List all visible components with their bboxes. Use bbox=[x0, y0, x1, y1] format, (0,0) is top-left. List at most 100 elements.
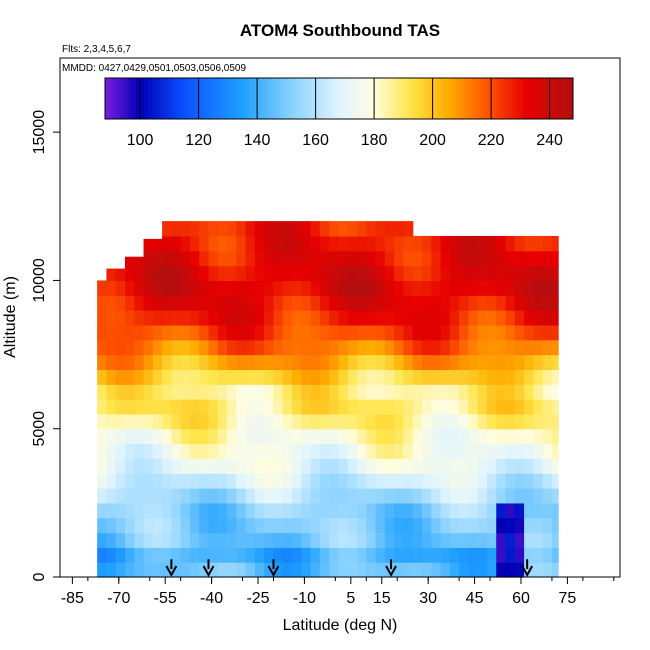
heatmap-cell bbox=[551, 235, 559, 252]
heatmap-cell bbox=[542, 295, 553, 311]
heatmap-cell bbox=[319, 310, 330, 326]
heatmap-cell bbox=[292, 310, 302, 326]
heatmap-cell bbox=[338, 369, 349, 385]
heatmap-cell bbox=[375, 280, 386, 296]
heatmap-cell bbox=[505, 473, 516, 489]
colorbar-segment bbox=[214, 78, 219, 119]
heatmap-cell bbox=[551, 250, 559, 267]
heatmap-cell bbox=[301, 502, 312, 519]
heatmap-cell bbox=[301, 517, 312, 534]
heatmap-cell bbox=[375, 235, 386, 252]
heatmap-cell bbox=[217, 547, 228, 563]
heatmap-cell bbox=[199, 250, 210, 267]
heatmap-cell bbox=[431, 458, 442, 474]
heatmap-cell bbox=[468, 250, 479, 267]
colorbar-segment bbox=[311, 78, 317, 119]
heatmap-cell bbox=[264, 310, 275, 326]
colorbar-segment bbox=[479, 78, 484, 119]
heatmap-cell bbox=[551, 443, 559, 459]
heatmap-cell bbox=[97, 502, 108, 519]
heatmap-cell bbox=[421, 562, 432, 578]
heatmap-cell bbox=[375, 547, 386, 563]
heatmap-cell bbox=[394, 354, 405, 370]
heatmap-cell bbox=[357, 250, 367, 267]
heatmap-cell bbox=[366, 265, 377, 282]
heatmap-cell bbox=[551, 428, 559, 445]
heatmap-cell bbox=[273, 458, 284, 474]
heatmap-cell bbox=[542, 280, 553, 296]
heatmap-cell bbox=[394, 250, 405, 267]
heatmap-cell bbox=[421, 384, 432, 400]
heatmap-cell bbox=[514, 310, 525, 326]
heatmap-cell bbox=[227, 532, 237, 548]
colorbar-segment bbox=[272, 78, 278, 119]
heatmap-cell bbox=[412, 517, 423, 534]
heatmap-cell bbox=[384, 324, 395, 341]
heatmap-cell bbox=[440, 310, 451, 326]
colorbar-segment bbox=[436, 78, 441, 119]
heatmap-cell bbox=[124, 339, 135, 356]
heatmap-cell bbox=[143, 532, 154, 548]
heatmap-cell bbox=[412, 443, 423, 459]
heatmap-cell bbox=[124, 473, 135, 489]
heatmap-cell bbox=[134, 295, 145, 311]
heatmap-cell bbox=[282, 488, 293, 504]
heatmap-cell bbox=[384, 562, 395, 578]
colorbar-segment bbox=[284, 78, 289, 119]
heatmap-cell bbox=[180, 532, 191, 548]
heatmap-cell bbox=[431, 339, 442, 356]
heatmap-cell bbox=[292, 221, 302, 237]
heatmap-cell bbox=[115, 562, 126, 578]
heatmap-cell bbox=[282, 428, 293, 445]
heatmap-cell bbox=[171, 354, 182, 370]
heatmap-cell bbox=[496, 265, 507, 282]
heatmap-cell bbox=[208, 339, 219, 356]
heatmap-cell bbox=[524, 280, 534, 296]
heatmap-cell bbox=[254, 399, 265, 415]
colorbar-segment bbox=[381, 78, 387, 119]
heatmap-cell bbox=[273, 428, 284, 445]
heatmap-cell bbox=[171, 473, 182, 489]
heatmap-cell bbox=[440, 443, 451, 459]
colorbar-segment bbox=[452, 78, 457, 119]
heatmap-cell bbox=[533, 443, 544, 459]
heatmap-cell bbox=[319, 413, 330, 430]
heatmap-cell bbox=[282, 280, 293, 296]
heatmap-cell bbox=[264, 221, 275, 237]
heatmap-cell bbox=[403, 443, 414, 459]
heatmap-cell bbox=[431, 413, 442, 430]
heatmap-cell bbox=[143, 280, 154, 296]
heatmap-cell bbox=[217, 413, 228, 430]
heatmap-cell bbox=[412, 310, 423, 326]
heatmap-cell bbox=[189, 265, 200, 282]
heatmap-cell bbox=[199, 547, 210, 563]
heatmap-cell bbox=[162, 384, 172, 400]
heatmap-cell bbox=[162, 413, 172, 430]
heatmap-cell bbox=[245, 532, 256, 548]
heatmap-cell bbox=[459, 399, 469, 415]
heatmap-cell bbox=[329, 399, 340, 415]
heatmap-cell bbox=[264, 473, 275, 489]
heatmap-cell bbox=[459, 488, 469, 504]
heatmap-cell bbox=[227, 324, 237, 341]
heatmap-cell bbox=[97, 428, 108, 445]
heatmap-cell bbox=[524, 339, 534, 356]
heatmap-cell bbox=[264, 413, 275, 430]
heatmap-cell bbox=[301, 280, 312, 296]
heatmap-cell bbox=[329, 369, 340, 385]
colorbar-segment bbox=[506, 78, 512, 119]
heatmap-cell bbox=[366, 369, 377, 385]
heatmap-cell bbox=[486, 502, 497, 519]
colorbar-segment bbox=[456, 78, 461, 119]
heatmap-cell bbox=[115, 547, 126, 563]
heatmap-cell bbox=[375, 265, 386, 282]
heatmap-cell bbox=[421, 250, 432, 267]
heatmap-cell bbox=[357, 473, 367, 489]
heatmap-cell bbox=[366, 354, 377, 370]
heatmap-cell bbox=[227, 488, 237, 504]
heatmap-cell bbox=[97, 384, 108, 400]
heatmap-cell bbox=[189, 443, 200, 459]
x-tick-label: -40 bbox=[200, 590, 223, 607]
heatmap-cell bbox=[273, 413, 284, 430]
